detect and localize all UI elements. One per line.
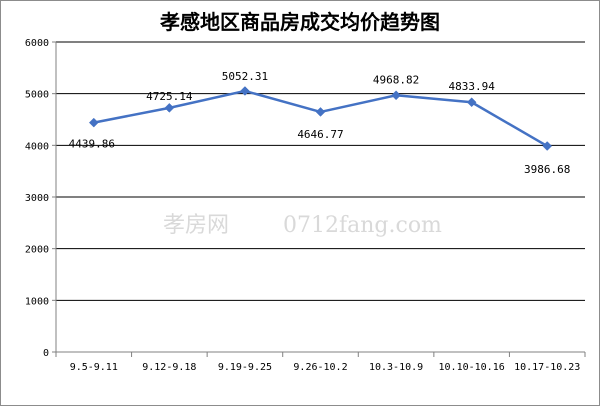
x-tick-label: 10.17-10.23 [514,362,580,373]
data-point [315,107,326,117]
data-label: 4439.86 [69,138,115,151]
y-tick-label: 3000 [25,193,49,204]
series [88,86,553,151]
data-point [240,86,250,96]
chart-title: 孝感地区商品房成交均价趋势图 [160,10,440,34]
x-tick-label: 10.3-10.9 [369,362,423,373]
data-point [542,141,553,151]
x-tick-label: 9.12-9.18 [142,362,196,373]
data-label: 3986.68 [524,163,570,176]
y-tick-label: 2000 [25,245,49,256]
y-tick-label: 5000 [25,90,49,101]
data-labels: 4439.86 4725.14 5052.31 4646.77 4968.82 4833.… [69,70,571,176]
y-tick-labels: 0 1000 2000 3000 4000 5000 6000 [25,38,49,359]
data-label: 4725.14 [146,90,193,103]
x-tick-label: 9.5-9.11 [70,362,118,373]
data-label: 5052.31 [222,70,268,83]
data-point [466,97,477,108]
data-label: 4968.82 [373,73,419,86]
watermark-logo-text: 孝房网 [163,213,229,238]
x-tick-label: 9.26-10.2 [293,362,347,373]
y-tick-label: 1000 [25,296,49,307]
data-point [391,90,401,101]
data-label: 4833.94 [448,80,495,93]
x-tick-label: 10.10-10.16 [439,362,505,373]
axes [52,41,586,357]
y-tick-label: 0 [43,348,49,359]
watermark: 孝房网 0712fang.com [163,213,442,238]
x-tick-labels: 9.5-9.11 9.12-9.18 9.19-9.25 9.26-10.2 10.3-… [70,362,581,373]
y-tick-label: 4000 [25,141,49,152]
y-tick-label: 6000 [25,38,49,49]
watermark-url: 0712fang.com [283,213,442,238]
data-point [164,103,175,113]
data-point [88,117,99,128]
data-label: 4646.77 [297,128,343,141]
x-tick-label: 9.19-9.25 [218,362,272,373]
gridlines [56,41,585,301]
